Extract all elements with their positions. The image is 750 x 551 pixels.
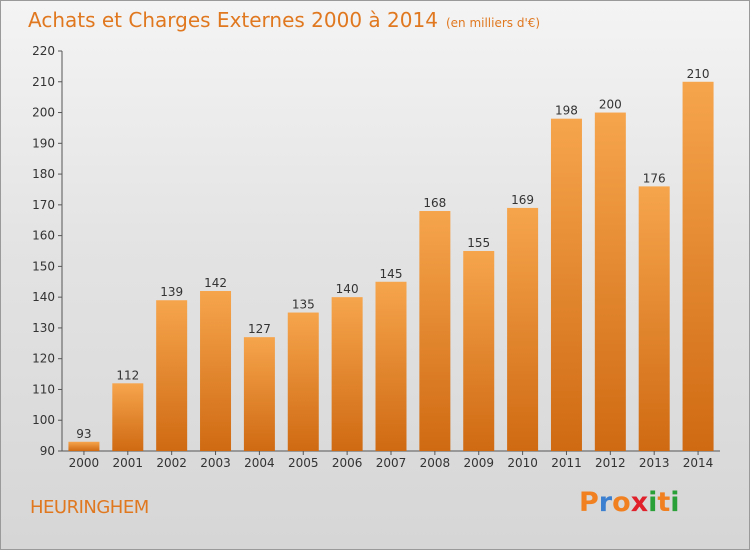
x-tick-label: 2006 xyxy=(332,456,363,470)
x-tick-label: 2012 xyxy=(595,456,626,470)
y-tick-label: 210 xyxy=(32,75,55,89)
y-tick-label: 140 xyxy=(32,290,55,304)
data-label: 93 xyxy=(76,427,91,441)
logo-letter: o xyxy=(612,487,631,518)
bar xyxy=(68,441,100,451)
y-tick-label: 150 xyxy=(32,259,55,273)
data-label: 155 xyxy=(467,236,490,250)
y-tick-label: 190 xyxy=(32,136,55,150)
y-tick-label: 90 xyxy=(40,444,55,458)
x-tick-label: 2007 xyxy=(376,456,407,470)
y-tick-label: 130 xyxy=(32,321,55,335)
bar xyxy=(243,337,275,451)
bar xyxy=(112,383,144,451)
x-tick-label: 2000 xyxy=(69,456,100,470)
title-text: Achats et Charges Externes 2000 à 2014 xyxy=(28,8,438,32)
x-tick-label: 2003 xyxy=(200,456,231,470)
logo-letter: t xyxy=(657,487,671,518)
data-label: 210 xyxy=(687,67,710,81)
y-tick-label: 100 xyxy=(32,413,55,427)
bar xyxy=(419,211,451,451)
logo-letter: i xyxy=(648,487,658,518)
data-label: 140 xyxy=(336,282,359,296)
commune-name: HEURINGHEM xyxy=(30,497,149,518)
x-tick-label: 2002 xyxy=(156,456,187,470)
data-label: 142 xyxy=(204,276,227,290)
data-label: 139 xyxy=(160,285,183,299)
y-tick-label: 200 xyxy=(32,106,55,120)
x-tick-label: 2009 xyxy=(463,456,494,470)
bar xyxy=(638,186,670,451)
bar xyxy=(375,281,407,451)
x-tick-label: 2004 xyxy=(244,456,275,470)
logo-letter: P xyxy=(579,487,599,518)
data-label: 200 xyxy=(599,98,622,112)
logo-letter: r xyxy=(598,487,613,518)
x-tick-label: 2001 xyxy=(113,456,144,470)
data-label: 176 xyxy=(643,171,666,185)
bar xyxy=(287,312,319,451)
unit-label: (en milliers d'€) xyxy=(445,16,541,30)
y-tick-label: 180 xyxy=(32,167,55,181)
logo-letter: x xyxy=(630,487,649,518)
x-tick-label: 2011 xyxy=(551,456,582,470)
bar xyxy=(682,81,714,452)
data-label: 145 xyxy=(380,267,403,281)
bar xyxy=(594,112,626,452)
y-tick-label: 110 xyxy=(32,382,55,396)
y-tick-label: 160 xyxy=(32,229,55,243)
bar xyxy=(200,291,232,451)
y-tick-label: 120 xyxy=(32,352,55,366)
data-label: 168 xyxy=(423,196,446,210)
chart-title: Achats et Charges Externes 2000 à 2014 (e… xyxy=(28,8,540,32)
x-tick-label: 2013 xyxy=(639,456,670,470)
data-label: 169 xyxy=(511,193,534,207)
data-label: 127 xyxy=(248,322,271,336)
x-tick-label: 2010 xyxy=(507,456,538,470)
bar xyxy=(550,118,582,451)
data-label: 112 xyxy=(116,368,139,382)
y-tick-label: 220 xyxy=(32,44,55,58)
bar xyxy=(331,297,363,451)
y-tick-label: 170 xyxy=(32,198,55,212)
x-tick-label: 2005 xyxy=(288,456,319,470)
data-label: 198 xyxy=(555,104,578,118)
x-tick-label: 2008 xyxy=(420,456,451,470)
bar xyxy=(463,251,495,451)
x-tick-label: 2014 xyxy=(683,456,714,470)
proxiti-logo: Proxiti xyxy=(579,487,680,518)
logo-letter: i xyxy=(670,487,680,518)
bar xyxy=(156,300,188,451)
bar xyxy=(507,207,539,451)
data-label: 135 xyxy=(292,298,315,312)
